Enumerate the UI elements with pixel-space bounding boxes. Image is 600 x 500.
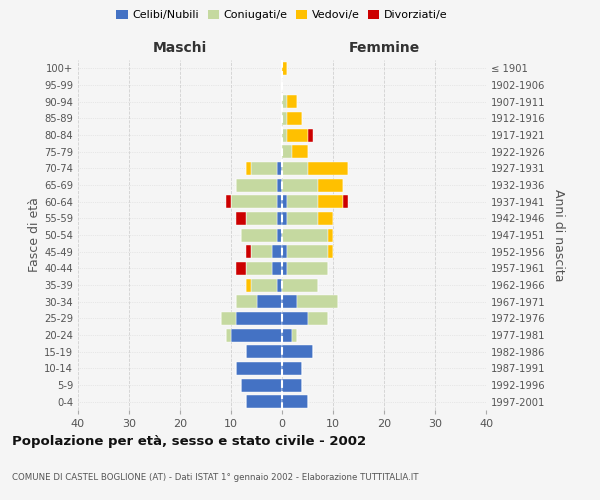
Bar — [247, 212, 277, 225]
Bar — [282, 312, 308, 325]
Bar — [277, 278, 282, 291]
Bar — [247, 262, 272, 275]
Bar — [226, 195, 231, 208]
Bar — [308, 312, 328, 325]
Bar — [251, 278, 277, 291]
Bar — [282, 245, 287, 258]
Bar — [282, 362, 302, 375]
Bar — [282, 95, 287, 108]
Bar — [328, 228, 333, 241]
Bar — [287, 112, 302, 125]
Bar — [272, 262, 282, 275]
Bar — [308, 128, 313, 141]
Bar — [282, 128, 287, 141]
Text: Maschi: Maschi — [153, 41, 207, 55]
Bar — [287, 262, 328, 275]
Bar — [343, 195, 349, 208]
Text: COMUNE DI CASTEL BOGLIONE (AT) - Dati ISTAT 1° gennaio 2002 - Elaborazione TUTTI: COMUNE DI CASTEL BOGLIONE (AT) - Dati IS… — [12, 472, 419, 482]
Bar — [247, 278, 251, 291]
Bar — [272, 245, 282, 258]
Bar — [277, 228, 282, 241]
Bar — [247, 162, 251, 175]
Legend: Celibi/Nubili, Coniugati/e, Vedovi/e, Divorziati/e: Celibi/Nubili, Coniugati/e, Vedovi/e, Di… — [112, 6, 452, 25]
Bar — [328, 245, 333, 258]
Bar — [236, 262, 247, 275]
Bar — [318, 178, 343, 192]
Bar — [231, 195, 277, 208]
Bar — [282, 262, 287, 275]
Bar — [282, 345, 313, 358]
Bar — [231, 328, 282, 342]
Bar — [282, 328, 292, 342]
Bar — [226, 328, 231, 342]
Bar — [277, 178, 282, 192]
Bar — [236, 212, 247, 225]
Bar — [292, 145, 308, 158]
Bar — [282, 162, 308, 175]
Bar — [247, 245, 251, 258]
Bar — [282, 378, 302, 392]
Y-axis label: Anni di nascita: Anni di nascita — [552, 188, 565, 281]
Bar — [236, 312, 282, 325]
Bar — [251, 162, 277, 175]
Bar — [318, 195, 343, 208]
Bar — [251, 245, 272, 258]
Bar — [287, 95, 298, 108]
Bar — [236, 295, 257, 308]
Bar — [282, 278, 318, 291]
Bar — [247, 395, 282, 408]
Text: Femmine: Femmine — [349, 41, 419, 55]
Bar — [298, 295, 338, 308]
Bar — [241, 228, 277, 241]
Bar — [282, 295, 298, 308]
Bar — [292, 328, 298, 342]
Bar — [282, 178, 318, 192]
Bar — [282, 145, 292, 158]
Bar — [282, 212, 287, 225]
Text: Popolazione per età, sesso e stato civile - 2002: Popolazione per età, sesso e stato civil… — [12, 435, 366, 448]
Bar — [282, 195, 287, 208]
Bar — [277, 195, 282, 208]
Bar — [247, 345, 282, 358]
Bar — [287, 195, 318, 208]
Bar — [257, 295, 282, 308]
Bar — [282, 62, 287, 75]
Bar — [282, 112, 287, 125]
Y-axis label: Fasce di età: Fasce di età — [28, 198, 41, 272]
Bar — [308, 162, 349, 175]
Bar — [221, 312, 236, 325]
Bar — [318, 212, 333, 225]
Bar — [287, 128, 308, 141]
Bar — [277, 212, 282, 225]
Bar — [287, 245, 328, 258]
Bar — [236, 178, 277, 192]
Bar — [236, 362, 282, 375]
Bar — [282, 395, 308, 408]
Bar — [282, 228, 328, 241]
Bar — [241, 378, 282, 392]
Bar — [277, 162, 282, 175]
Bar — [287, 212, 318, 225]
